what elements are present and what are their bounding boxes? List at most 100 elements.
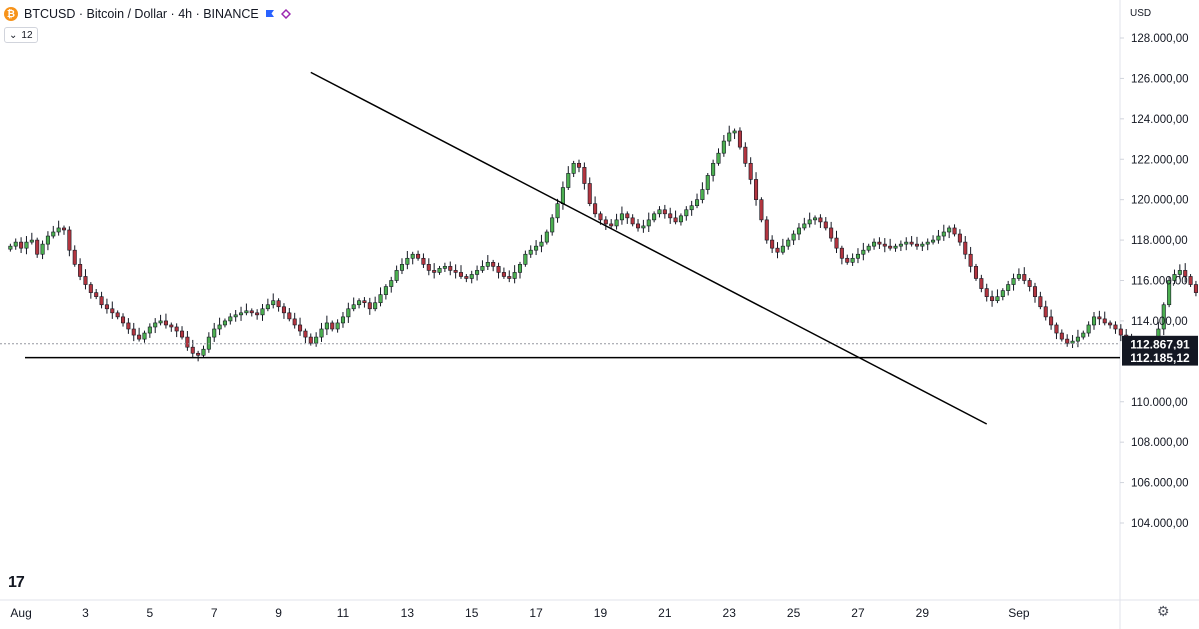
flag-icon[interactable] (265, 9, 275, 19)
candle (909, 236, 914, 247)
candle-body (271, 300, 276, 306)
currency-label[interactable]: USD (1130, 8, 1152, 19)
candle (544, 229, 549, 245)
candle (888, 238, 893, 251)
candle-body (850, 257, 855, 263)
candle-body (1193, 284, 1198, 293)
candle (1091, 312, 1097, 330)
candle (657, 206, 662, 218)
time-tick-label: 27 (851, 606, 865, 620)
candle (281, 303, 286, 319)
candle (1059, 329, 1064, 342)
candle (501, 267, 506, 279)
candle (287, 307, 292, 322)
candle (770, 235, 775, 254)
candle (1113, 321, 1118, 334)
candle-body (1000, 290, 1005, 297)
candle (619, 206, 624, 225)
candle-body (13, 241, 18, 247)
price-tick-label: 116.000,00 (1131, 276, 1188, 288)
candle (743, 142, 748, 167)
bitcoin-icon: ₿ (4, 7, 18, 21)
time-tick-label: 19 (594, 606, 608, 620)
candle-body (920, 243, 925, 247)
candle (636, 219, 641, 232)
candle (464, 274, 469, 283)
candle (51, 225, 56, 239)
candle (984, 283, 989, 302)
candle (137, 327, 142, 342)
last-price-tag: 112.867,91 (1122, 335, 1198, 352)
candle-body (1086, 324, 1091, 334)
candle (732, 128, 737, 140)
candle (850, 253, 855, 266)
candle (421, 253, 426, 268)
candle (147, 323, 152, 338)
candle (813, 215, 818, 225)
candle (507, 270, 512, 283)
candle-body (319, 328, 324, 338)
candle-body (45, 235, 50, 245)
candle-body (898, 243, 903, 247)
candle (1049, 309, 1054, 330)
candle-body (925, 241, 930, 245)
candle (158, 314, 163, 326)
gear-icon[interactable]: ⚙ (1157, 603, 1170, 619)
candle-body (1167, 280, 1172, 306)
candle (458, 265, 464, 279)
tradingview-logo[interactable]: 17 (8, 574, 25, 591)
candle (426, 258, 431, 276)
candle (920, 241, 925, 251)
candle (550, 214, 555, 236)
candle-body (834, 237, 839, 249)
indicator-icon[interactable] (280, 9, 291, 19)
price-tick-label: 110.000,00 (1131, 397, 1188, 409)
candle (1022, 267, 1027, 285)
collapse-toggle[interactable]: ⌄ 12 (4, 27, 38, 43)
candle-body (571, 162, 576, 174)
candle (609, 219, 614, 229)
candle (539, 234, 544, 253)
price-tick-label: 120.000,00 (1131, 195, 1189, 207)
last-price-tag-bg (1122, 335, 1198, 352)
candle (941, 224, 946, 241)
candle (480, 260, 485, 273)
descending-trendline[interactable] (310, 71, 988, 425)
candle (174, 323, 179, 338)
candle (373, 296, 378, 312)
candle-body (829, 227, 834, 239)
candle (319, 322, 324, 342)
candle (877, 237, 882, 249)
candle-body (700, 189, 705, 200)
candle (335, 319, 340, 333)
candle (952, 224, 957, 237)
candle (163, 313, 168, 329)
candle (979, 274, 984, 293)
candle (630, 214, 635, 227)
candle-body (469, 274, 474, 279)
candle (314, 332, 319, 347)
interval-count: 12 (21, 29, 33, 41)
candle-body (941, 231, 946, 237)
candle (587, 177, 592, 207)
candle-body (550, 217, 555, 233)
candle (61, 225, 67, 235)
time-tick-label: 5 (147, 606, 154, 620)
candle-body (29, 239, 34, 243)
candle-body (979, 278, 984, 289)
candle-body (389, 280, 394, 287)
time-tick-label: 13 (401, 606, 415, 620)
candle-body (399, 264, 404, 271)
candle-body (668, 213, 673, 219)
candle (228, 313, 233, 325)
time-tick-label: 17 (529, 606, 543, 620)
candle (829, 221, 834, 242)
candle-body (335, 322, 340, 330)
candle-body (963, 241, 968, 255)
candle (442, 262, 447, 273)
time-tick-label: 23 (723, 606, 737, 620)
candle (153, 318, 158, 334)
symbol-title[interactable]: BTCUSD · Bitcoin / Dollar · 4h · BINANCE (24, 7, 259, 21)
candle (947, 225, 952, 239)
